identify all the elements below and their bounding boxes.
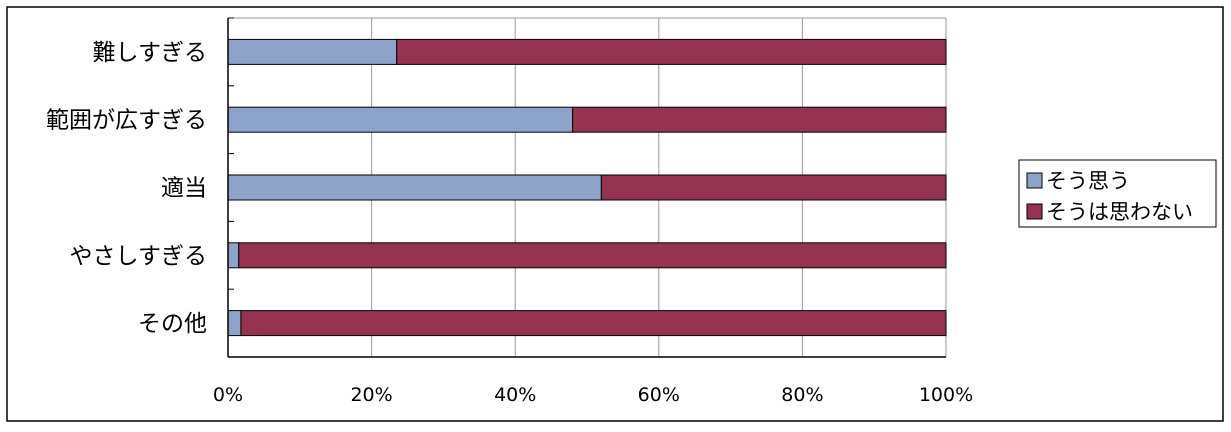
legend-box — [1018, 159, 1217, 228]
x-tick-label: 100% — [919, 384, 973, 406]
legend-label: そうは思わない — [1046, 200, 1193, 224]
bar-segment-agree — [227, 310, 242, 337]
x-tick-labels: 0% 20% 40% 60% 80% 100% — [213, 384, 973, 406]
bar-segment-agree — [227, 242, 240, 269]
category-label: その他 — [138, 311, 207, 337]
legend-label: そう思う — [1046, 169, 1130, 193]
category-label: 難しすぎる — [92, 40, 207, 66]
x-tick-label: 40% — [494, 384, 536, 406]
bar-segment-disagree — [572, 106, 947, 133]
category-label: やさしすぎる — [69, 243, 207, 269]
x-tick-label: 80% — [781, 384, 823, 406]
bar-segment-disagree — [396, 38, 947, 65]
bars — [227, 38, 947, 337]
bar-segment-agree — [227, 38, 398, 65]
category-label: 範囲が広すぎる — [46, 108, 207, 134]
x-tick-label: 20% — [350, 384, 392, 406]
axes — [227, 17, 946, 358]
category-label: 適当 — [161, 176, 207, 202]
legend-swatch — [1026, 172, 1043, 189]
bar-segment-disagree — [600, 174, 947, 201]
bar-segment-agree — [227, 106, 574, 133]
x-tick-label: 60% — [638, 384, 680, 406]
bar-segment-disagree — [238, 242, 947, 269]
x-tick-label: 0% — [213, 384, 243, 406]
bar-segment-disagree — [240, 310, 947, 337]
legend-swatch — [1026, 203, 1043, 220]
bar-segment-agree — [227, 174, 602, 201]
